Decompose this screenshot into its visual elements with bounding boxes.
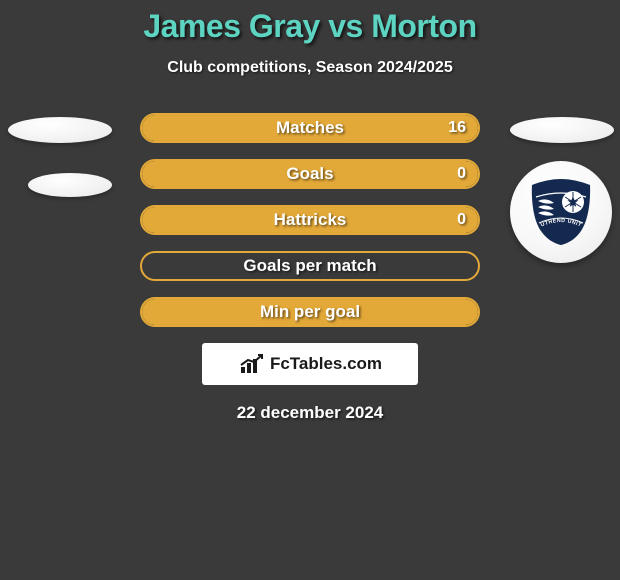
page-title: James Gray vs Morton <box>0 8 620 45</box>
club-crest-icon: SOUTHEND UNITED <box>524 175 598 249</box>
header: James Gray vs Morton Club competitions, … <box>0 0 620 77</box>
stat-value: 16 <box>448 119 466 137</box>
stat-bars: Matches 16 Goals 0 Hattricks 0 Goals per… <box>140 113 480 327</box>
stat-bar-min-per-goal: Min per goal <box>140 297 480 327</box>
stat-label: Matches <box>276 118 344 138</box>
date-text: 22 december 2024 <box>0 403 620 423</box>
player-right-placeholder <box>510 117 614 143</box>
stats-area: SOUTHEND UNITED Matches 16 Goals 0 Hattr… <box>0 113 620 423</box>
stat-bar-hattricks: Hattricks 0 <box>140 205 480 235</box>
brand-chart-icon <box>238 353 266 375</box>
player-left-placeholder-1 <box>8 117 112 143</box>
stat-label: Min per goal <box>260 302 360 322</box>
stat-bar-matches: Matches 16 <box>140 113 480 143</box>
brand-box: FcTables.com <box>202 343 418 385</box>
stat-bar-goals-per-match: Goals per match <box>140 251 480 281</box>
club-badge: SOUTHEND UNITED <box>510 161 612 263</box>
stat-label: Goals <box>286 164 333 184</box>
player-left-placeholder-2 <box>28 173 112 197</box>
stat-bar-goals: Goals 0 <box>140 159 480 189</box>
page-subtitle: Club competitions, Season 2024/2025 <box>0 59 620 77</box>
stat-label: Goals per match <box>243 256 376 276</box>
stat-label: Hattricks <box>274 210 347 230</box>
stat-value: 0 <box>457 211 466 229</box>
brand-text: FcTables.com <box>270 354 382 374</box>
stat-value: 0 <box>457 165 466 183</box>
